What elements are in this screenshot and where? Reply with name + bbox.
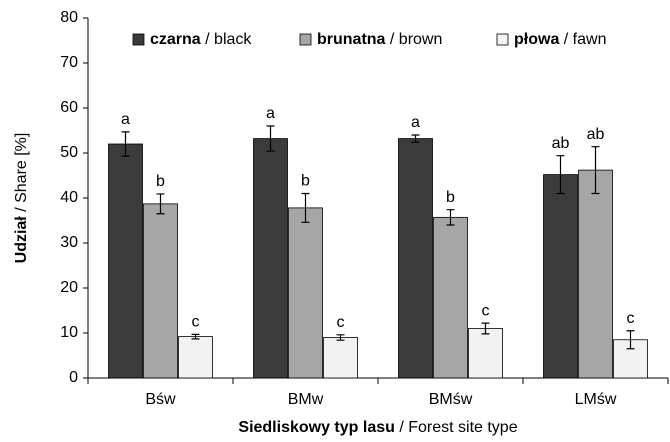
significance-label: b xyxy=(446,189,455,206)
significance-label: c xyxy=(337,314,345,331)
bar xyxy=(288,207,323,379)
legend-label: płowa / fawn xyxy=(514,31,606,48)
y-tick-label: 30 xyxy=(60,234,78,251)
y-tick-label: 50 xyxy=(60,144,78,161)
significance-label: c xyxy=(192,314,200,331)
legend-swatch xyxy=(496,33,509,46)
legend-label: czarna / black xyxy=(150,31,252,48)
significance-label: c xyxy=(627,310,635,327)
legend-swatch xyxy=(299,33,312,46)
bar xyxy=(253,138,288,379)
significance-label: ab xyxy=(587,126,605,143)
x-axis-label: Siedliskowy typ lasu / Forest site type xyxy=(238,419,517,436)
x-tick-label: LMśw xyxy=(575,391,617,408)
bar xyxy=(143,203,178,379)
y-tick-label: 60 xyxy=(60,99,78,116)
error-bar xyxy=(301,192,310,223)
bar xyxy=(468,328,503,379)
significance-label: a xyxy=(121,111,130,128)
error-bar xyxy=(266,125,275,152)
bar xyxy=(398,138,433,379)
y-tick-label: 20 xyxy=(60,279,78,296)
error-bar xyxy=(336,334,345,341)
bar xyxy=(543,174,578,379)
x-tick-label: BMśw xyxy=(429,391,473,408)
significance-label: b xyxy=(156,173,165,190)
error-bar xyxy=(481,322,490,335)
significance-label: a xyxy=(411,114,420,131)
significance-label: b xyxy=(301,173,310,190)
x-tick-label: Bśw xyxy=(145,391,176,408)
bar xyxy=(613,339,648,379)
y-tick-label: 70 xyxy=(60,54,78,71)
error-bar xyxy=(121,131,130,157)
error-bar xyxy=(626,330,635,350)
significance-label: ab xyxy=(552,135,570,152)
y-tick-label: 40 xyxy=(60,189,78,206)
significance-label: a xyxy=(266,105,275,122)
bar xyxy=(323,337,358,379)
error-bar xyxy=(446,209,455,226)
error-bar xyxy=(591,146,600,195)
error-bar xyxy=(156,193,165,215)
legend-label: brunatna / brown xyxy=(317,31,442,48)
bar xyxy=(578,169,613,379)
x-tick-label: BMw xyxy=(288,391,324,408)
significance-label: c xyxy=(482,302,490,319)
y-tick-label: 10 xyxy=(60,324,78,341)
legend-swatch xyxy=(132,33,145,46)
error-bar xyxy=(411,134,420,143)
y-tick-label: 80 xyxy=(60,9,78,26)
error-bar xyxy=(556,155,565,195)
bar xyxy=(108,143,143,379)
bar xyxy=(433,216,468,379)
bar xyxy=(178,336,213,379)
y-axis-label: Udział / Share [%] xyxy=(13,133,30,264)
y-tick-label: 0 xyxy=(69,369,78,386)
error-bar xyxy=(191,333,200,340)
